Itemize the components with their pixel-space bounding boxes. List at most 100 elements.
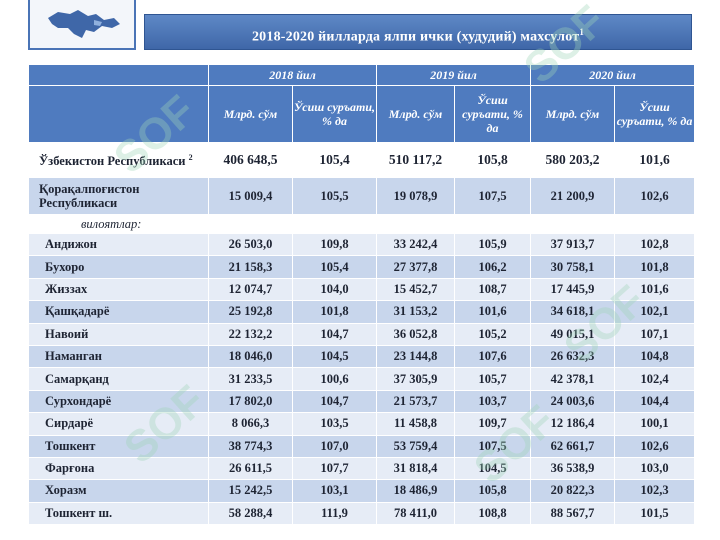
- cell: 22 132,2: [208, 322, 293, 346]
- cell: 88 567,7: [530, 501, 616, 526]
- cell: 26 503,0: [208, 232, 293, 257]
- cell: 104,5: [454, 456, 532, 481]
- map-icon: [48, 10, 120, 38]
- gdp-table: 2018 йил 2019 йил 2020 йил Млрд. сўм Ўси…: [27, 64, 696, 526]
- table-row: Фарғона 26 611,5 107,7 31 818,4 104,5 36 538,…: [28, 456, 696, 481]
- cell: 100,6: [291, 367, 378, 391]
- page-title: 2018-2020 йилларда ялпи ички (худудий) м…: [144, 14, 692, 50]
- table-row: Бухоро 21 158,3 105,4 27 377,8 106,2 30 758,1…: [28, 255, 696, 279]
- cell: 105,2: [454, 322, 532, 346]
- cell: 107,6: [454, 344, 532, 369]
- volume-header-2018: Млрд. сўм: [208, 85, 293, 143]
- cell: 24 003,6: [530, 389, 616, 414]
- cell: 101,5: [614, 501, 696, 526]
- cell: 106,2: [454, 255, 532, 279]
- table-row: Қашқадарё 25 192,8 101,8 31 153,2 101,6 34 61…: [28, 300, 696, 324]
- cell: 18 486,9: [376, 479, 456, 503]
- cell: 580 203,2: [530, 142, 616, 178]
- cell: 103,1: [291, 479, 378, 503]
- cell: 406 648,5: [208, 142, 293, 178]
- cell: 105,5: [291, 177, 378, 215]
- cell: 23 144,8: [376, 344, 456, 369]
- cell: 103,7: [454, 389, 532, 414]
- row-label: Тошкент: [28, 434, 209, 458]
- cell: 53 759,4: [376, 434, 456, 458]
- cell: 18 046,0: [208, 344, 293, 369]
- row-label: Тошкент ш.: [28, 501, 209, 526]
- table-row: Хоразм 15 242,5 103,1 18 486,9 105,8 20 822,3…: [28, 479, 696, 503]
- cell: 26 611,5: [208, 456, 293, 481]
- cell: 105,9: [454, 232, 532, 257]
- table-row-karakalpak: Қорақалпоғистон Республикаси 15 009,4 10…: [28, 177, 696, 215]
- regions-label: вилоятлар:: [27, 214, 696, 234]
- cell: 105,4: [291, 255, 378, 279]
- cell: 37 305,9: [376, 367, 456, 391]
- cell: 37 913,7: [530, 232, 616, 257]
- row-label: Сурхондарё: [28, 389, 209, 414]
- growth-header-2020: Ўсиш суръати, % да: [614, 85, 696, 143]
- cell: 31 233,5: [208, 367, 293, 391]
- cell: 25 192,8: [208, 300, 293, 324]
- cell: 104,4: [614, 389, 696, 414]
- cell: 104,7: [291, 322, 378, 346]
- cell: 31 153,2: [376, 300, 456, 324]
- corner-header: [28, 64, 209, 86]
- row-label: Навоий: [28, 322, 209, 346]
- cell: 26 632,3: [530, 344, 616, 369]
- cell: 102,6: [614, 434, 696, 458]
- cell: 101,6: [454, 300, 532, 324]
- cell: 107,5: [454, 434, 532, 458]
- table-row: Тошкент 38 774,3 107,0 53 759,4 107,5 62 661,…: [28, 434, 696, 458]
- cell: 62 661,7: [530, 434, 616, 458]
- cell: 103,0: [614, 456, 696, 481]
- cell: 100,1: [614, 412, 696, 436]
- cell: 107,1: [614, 322, 696, 346]
- cell: 58 288,4: [208, 501, 293, 526]
- cell: 21 200,9: [530, 177, 616, 215]
- cell: 101,6: [614, 142, 696, 178]
- cell: 102,6: [614, 177, 696, 215]
- row-label-text: Ўзбекистон Республикаси: [39, 154, 186, 169]
- table-row: Андижон 26 503,0 109,8 33 242,4 105,9 37 913,…: [28, 232, 696, 257]
- cell: 102,8: [614, 232, 696, 257]
- cell: 101,8: [614, 255, 696, 279]
- row-label: Андижон: [28, 232, 209, 257]
- table-row: Тошкент ш. 58 288,4 111,9 78 411,0 108,8 88 5…: [28, 501, 696, 526]
- table-row-total: Ўзбекистон Республикаси 2 406 648,5 105,…: [28, 142, 696, 178]
- volume-header-2020: Млрд. сўм: [530, 85, 616, 143]
- year-header-2018: 2018 йил: [207, 64, 378, 86]
- cell: 36 052,8: [376, 322, 456, 346]
- cell: 109,8: [291, 232, 378, 257]
- table-row: Самарқанд 31 233,5 100,6 37 305,9 105,7 42 37…: [28, 367, 696, 391]
- cell: 12 186,4: [530, 412, 616, 436]
- cell: 102,4: [614, 367, 696, 391]
- cell: 102,3: [614, 479, 696, 503]
- corner-header-sub: [28, 85, 209, 143]
- cell: 101,6: [614, 277, 696, 302]
- cell: 107,0: [291, 434, 378, 458]
- cell: 107,7: [291, 456, 378, 481]
- row-label: Хоразм: [28, 479, 209, 503]
- cell: 8 066,3: [208, 412, 293, 436]
- cell: 104,5: [291, 344, 378, 369]
- cell: 27 377,8: [376, 255, 456, 279]
- row-label: Ўзбекистон Республикаси 2: [28, 142, 209, 178]
- table-row: Жиззах 12 074,7 104,0 15 452,7 108,7 17 445,9…: [28, 277, 696, 302]
- cell: 12 074,7: [208, 277, 293, 302]
- row-label: Жиззах: [28, 277, 209, 302]
- cell: 105,7: [454, 367, 532, 391]
- table-row: Навоий 22 132,2 104,7 36 052,8 105,2 49 015,1…: [28, 322, 696, 346]
- cell: 49 015,1: [530, 322, 616, 346]
- cell: 111,9: [291, 501, 378, 526]
- row-footnote: 2: [188, 153, 193, 163]
- cell: 104,0: [291, 277, 378, 302]
- cell: 102,1: [614, 300, 696, 324]
- row-label: Бухоро: [28, 255, 209, 279]
- cell: 33 242,4: [376, 232, 456, 257]
- cell: 108,8: [454, 501, 532, 526]
- cell: 30 758,1: [530, 255, 616, 279]
- regions-subheading-row: вилоятлар:: [27, 214, 696, 234]
- cell: 109,7: [454, 412, 532, 436]
- cell: 103,5: [291, 412, 378, 436]
- cell: 17 445,9: [530, 277, 616, 302]
